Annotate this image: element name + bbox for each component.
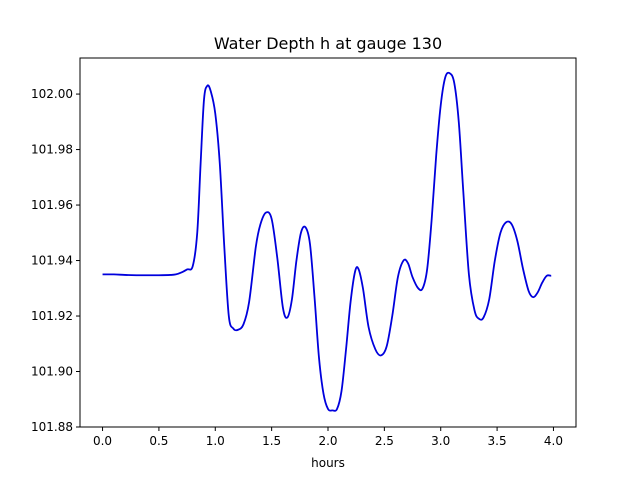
series-layer — [102, 71, 552, 412]
y-tick-label: 101.88 — [31, 420, 73, 434]
series-line — [102, 71, 552, 412]
x-tick-label: 2.5 — [375, 434, 394, 448]
y-tick-label: 102.00 — [31, 87, 73, 101]
x-tick-label: 3.5 — [488, 434, 507, 448]
y-tick-label: 101.96 — [31, 198, 73, 212]
x-tick-label: 4.0 — [544, 434, 563, 448]
x-tick-label: 2.0 — [318, 434, 337, 448]
y-axis: 101.88 101.90 101.92 101.94 101.96 101.98 102.… — [31, 87, 80, 434]
x-tick-label: 1.0 — [206, 434, 225, 448]
y-tick-label: 101.90 — [31, 365, 73, 379]
x-tick-label: 3.0 — [431, 434, 450, 448]
chart-title: Water Depth h at gauge 130 — [214, 34, 442, 53]
x-tick-label: 0.5 — [149, 434, 168, 448]
x-tick-label: 1.5 — [262, 434, 281, 448]
y-tick-label: 101.92 — [31, 309, 73, 323]
y-tick-label: 101.94 — [31, 254, 73, 268]
x-axis-label: hours — [311, 456, 345, 470]
x-axis: 0.0 0.5 1.0 1.5 2.0 2.5 3.0 3.5 4.0 — [93, 427, 563, 448]
x-tick-label: 0.0 — [93, 434, 112, 448]
y-tick-label: 101.98 — [31, 143, 73, 157]
